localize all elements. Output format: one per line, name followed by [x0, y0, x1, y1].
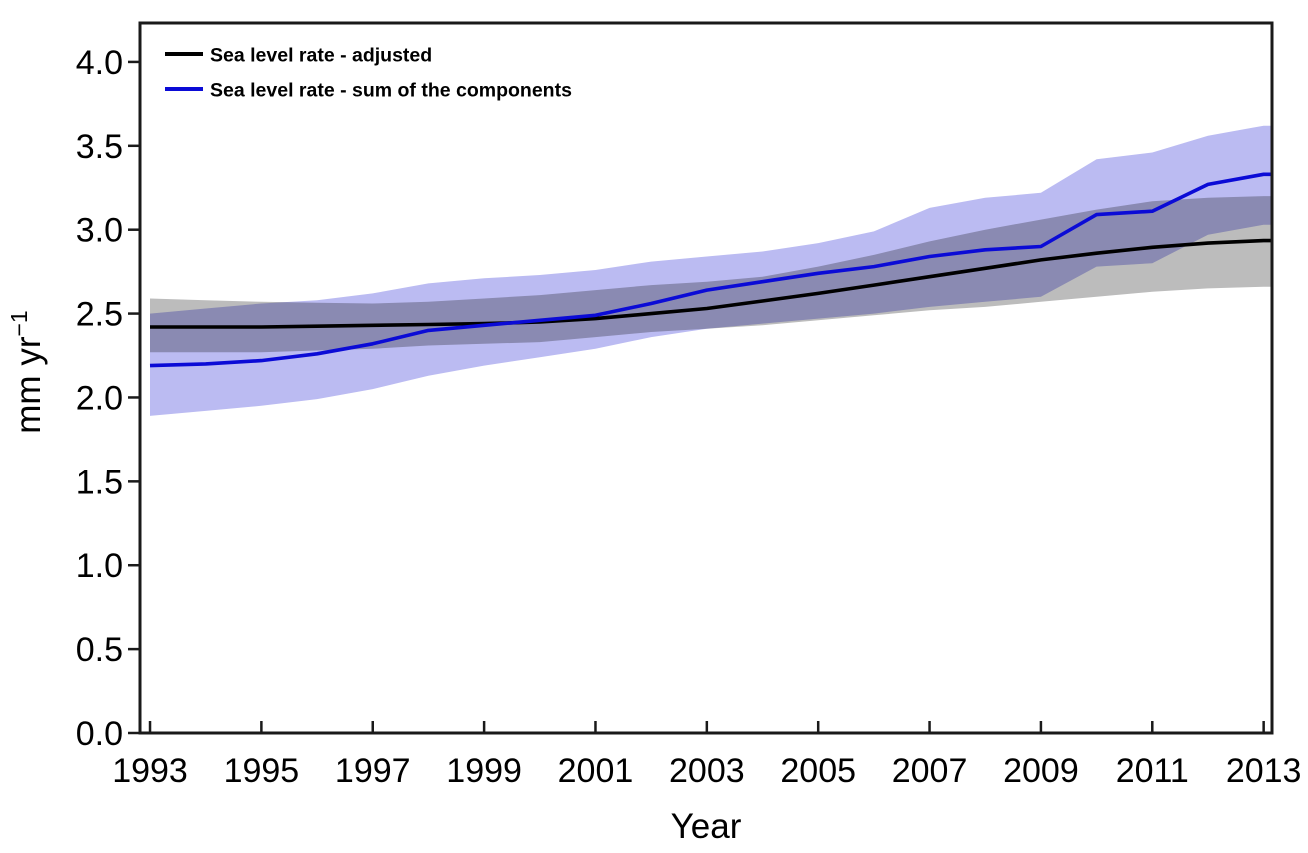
x-tick-label: 1999: [446, 752, 522, 790]
x-tick-label: 2007: [892, 752, 968, 790]
x-tick-label: 1995: [224, 752, 300, 790]
legend: Sea level rate - adjusted Sea level rate …: [165, 45, 572, 102]
y-tick-label: 1.5: [76, 463, 123, 501]
uncertainty-bands: [150, 125, 1272, 416]
y-tick-label: 3.5: [76, 128, 123, 166]
y-tick-label: 4.0: [76, 44, 123, 82]
y-tick-label: 3.0: [76, 212, 123, 250]
y-tick-label: 2.5: [76, 296, 123, 334]
x-tick-label: 2013: [1226, 752, 1302, 790]
y-tick-label: 0.0: [76, 715, 123, 753]
x-axis-title: Year: [671, 807, 742, 846]
x-tick-label: 2003: [669, 752, 745, 790]
x-tick-label: 1997: [335, 752, 411, 790]
y-tick-label: 1.0: [76, 547, 123, 585]
legend-item: Sea level rate - sum of the components: [165, 80, 572, 102]
y-tick-label: 2.0: [76, 379, 123, 417]
y-tick-label: 0.5: [76, 631, 123, 669]
x-tick-label: 2009: [1003, 752, 1079, 790]
legend-label: Sea level rate - sum of the components: [210, 80, 572, 102]
uncertainty-band-sum-of-components: [150, 125, 1272, 416]
x-tick-label: 1993: [112, 752, 188, 790]
x-tick-label: 2005: [780, 752, 856, 790]
legend-item: Sea level rate - adjusted: [165, 45, 432, 67]
y-axis-tick-labels: 0.0 0.5 1.0 1.5 2.0 2.5 3.0 3.5 4.0: [76, 44, 123, 753]
series-line-adjusted: [150, 238, 1272, 329]
x-axis-tick-labels: 1993 1995 1997 1999 2001 2003 2005 2007 2009 2011…: [112, 752, 1301, 790]
x-tick-label: 2011: [1116, 752, 1189, 790]
y-axis-title: mm yr−1: [6, 310, 48, 433]
series-lines: [149, 172, 1272, 368]
legend-label: Sea level rate - adjusted: [210, 45, 432, 67]
x-axis-ticks: [148, 721, 1265, 733]
y-axis-ticks: [128, 60, 140, 735]
series-line-sum-of-components: [149, 172, 1272, 368]
x-tick-label: 2001: [558, 752, 634, 790]
